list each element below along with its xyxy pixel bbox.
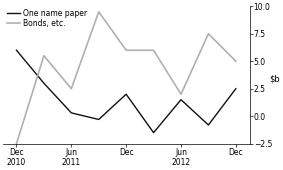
Bonds, etc. (70, 88, 73, 90)
One name paper (234, 88, 237, 90)
Bonds, etc. (15, 143, 18, 145)
One name paper (42, 82, 46, 84)
One name paper (207, 124, 210, 126)
Legend: One name paper, Bonds, etc.: One name paper, Bonds, etc. (7, 9, 87, 28)
One name paper (179, 99, 183, 101)
Bonds, etc. (179, 93, 183, 95)
Line: Bonds, etc.: Bonds, etc. (16, 12, 236, 144)
One name paper (70, 112, 73, 114)
One name paper (125, 93, 128, 95)
Bonds, etc. (152, 49, 155, 51)
One name paper (97, 118, 100, 121)
Y-axis label: $b: $b (269, 75, 280, 84)
One name paper (15, 49, 18, 51)
Bonds, etc. (207, 33, 210, 35)
Bonds, etc. (97, 11, 100, 13)
Line: One name paper: One name paper (16, 50, 236, 133)
Bonds, etc. (125, 49, 128, 51)
Bonds, etc. (42, 55, 46, 57)
Bonds, etc. (234, 60, 237, 62)
One name paper (152, 132, 155, 134)
